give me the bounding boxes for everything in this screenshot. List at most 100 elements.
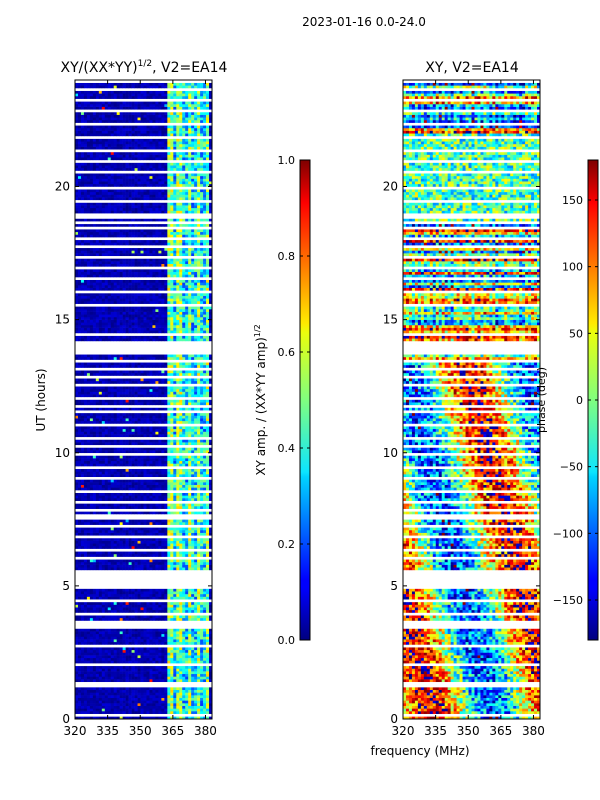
- heatmap-cell: [119, 647, 123, 651]
- heatmap-cell: [164, 412, 168, 416]
- heatmap-cell: [75, 370, 79, 374]
- heatmap-cell: [95, 588, 100, 592]
- heatmap-cell: [89, 482, 94, 485]
- heatmap-cell: [86, 431, 91, 435]
- heatmap-cell: [119, 370, 123, 374]
- heatmap-cell: [200, 458, 204, 462]
- heatmap-cell: [83, 639, 88, 643]
- heatmap-cell: [110, 649, 115, 653]
- heatmap-cell: [137, 649, 141, 653]
- heatmap-cell: [206, 511, 210, 515]
- heatmap-cell: [122, 545, 126, 549]
- heatmap-cell: [149, 601, 153, 605]
- heatmap-cell: [173, 700, 177, 704]
- heatmap-cell: [119, 687, 123, 691]
- heatmap-cell: [95, 652, 100, 656]
- heatmap-cell: [122, 639, 126, 643]
- heatmap-cell: [131, 679, 135, 683]
- heatmap-cell: [122, 388, 126, 392]
- heatmap-cell: [83, 703, 88, 706]
- heatmap-cell: [149, 665, 153, 669]
- heatmap-cell: [125, 609, 129, 613]
- heatmap-cell: [98, 529, 103, 533]
- heatmap-cell: [209, 495, 213, 499]
- heatmap-cell: [200, 450, 204, 454]
- heatmap-cell: [89, 316, 94, 320]
- heatmap-cell: [152, 479, 156, 483]
- heatmap-cell: [125, 420, 129, 424]
- heatmap-cell: [203, 324, 207, 328]
- heatmap-cell: [86, 639, 91, 643]
- heatmap-cell: [179, 468, 183, 472]
- heatmap-cell: [149, 615, 153, 619]
- heatmap-cell: [161, 540, 165, 544]
- heatmap-cell: [137, 474, 141, 478]
- heatmap-cell: [80, 468, 85, 472]
- heatmap-cell: [140, 458, 144, 462]
- heatmap-cell: [134, 631, 138, 635]
- heatmap-cell: [119, 607, 123, 611]
- heatmap-cell: [152, 689, 156, 693]
- heatmap-cell: [104, 407, 109, 411]
- heatmap-cell: [125, 402, 129, 406]
- heatmap-cell: [197, 521, 201, 525]
- heatmap-cell: [164, 529, 168, 533]
- heatmap-cell: [197, 364, 201, 368]
- heatmap-cell: [83, 537, 88, 541]
- heatmap-cell: [155, 362, 159, 366]
- heatmap-cell: [131, 484, 135, 488]
- heatmap-cell: [185, 593, 189, 597]
- heatmap-cell: [209, 426, 213, 430]
- heatmap-cell: [170, 537, 174, 541]
- heatmap-cell: [185, 380, 189, 384]
- heatmap-cell: [95, 335, 100, 339]
- heatmap-cell: [119, 354, 123, 358]
- heatmap-cell: [149, 447, 153, 451]
- heatmap-cell: [167, 415, 171, 419]
- heatmap-cell: [176, 415, 180, 419]
- heatmap-cell: [188, 655, 192, 659]
- heatmap-cell: [92, 394, 97, 398]
- heatmap-cell: [167, 668, 171, 672]
- heatmap-cell: [143, 484, 147, 488]
- heatmap-cell: [131, 671, 135, 675]
- heatmap-cell: [170, 330, 174, 334]
- heatmap-cell: [137, 708, 141, 712]
- heatmap-cell: [197, 428, 201, 432]
- heatmap-cell: [173, 660, 177, 664]
- heatmap-cell: [182, 380, 186, 384]
- heatmap-cell: [200, 537, 204, 541]
- heatmap-cell: [83, 434, 88, 438]
- heatmap-cell: [167, 657, 171, 661]
- heatmap-cell: [188, 588, 192, 592]
- heatmap-cell: [182, 314, 186, 318]
- heatmap-cell: [119, 529, 123, 533]
- heatmap-cell: [128, 455, 132, 459]
- heatmap-cell: [194, 567, 198, 571]
- heatmap-cell: [155, 428, 159, 432]
- heatmap-cell: [116, 543, 120, 547]
- heatmap-cell: [161, 324, 165, 328]
- heatmap-cell: [128, 442, 132, 446]
- heatmap-cell: [98, 319, 103, 323]
- heatmap-cell: [137, 697, 141, 701]
- heatmap-cell: [107, 679, 112, 683]
- heatmap-cell: [209, 540, 213, 544]
- heatmap-cell: [164, 319, 168, 323]
- heatmap-cell: [98, 543, 103, 547]
- heatmap-cell: [182, 716, 186, 720]
- heatmap-cell: [179, 431, 183, 435]
- heatmap-cell: [77, 671, 82, 675]
- heatmap-cell: [92, 388, 97, 392]
- heatmap-cell: [179, 498, 183, 501]
- heatmap-cell: [203, 628, 207, 632]
- heatmap-cell: [194, 671, 198, 675]
- heatmap-cell: [86, 356, 91, 360]
- heatmap-cell: [80, 596, 85, 600]
- heatmap-cell: [179, 553, 183, 557]
- heatmap-cell: [185, 551, 189, 555]
- heatmap-cell: [167, 450, 171, 454]
- heatmap-cell: [77, 559, 82, 563]
- heatmap-cell: [188, 679, 192, 683]
- heatmap-cell: [206, 428, 210, 432]
